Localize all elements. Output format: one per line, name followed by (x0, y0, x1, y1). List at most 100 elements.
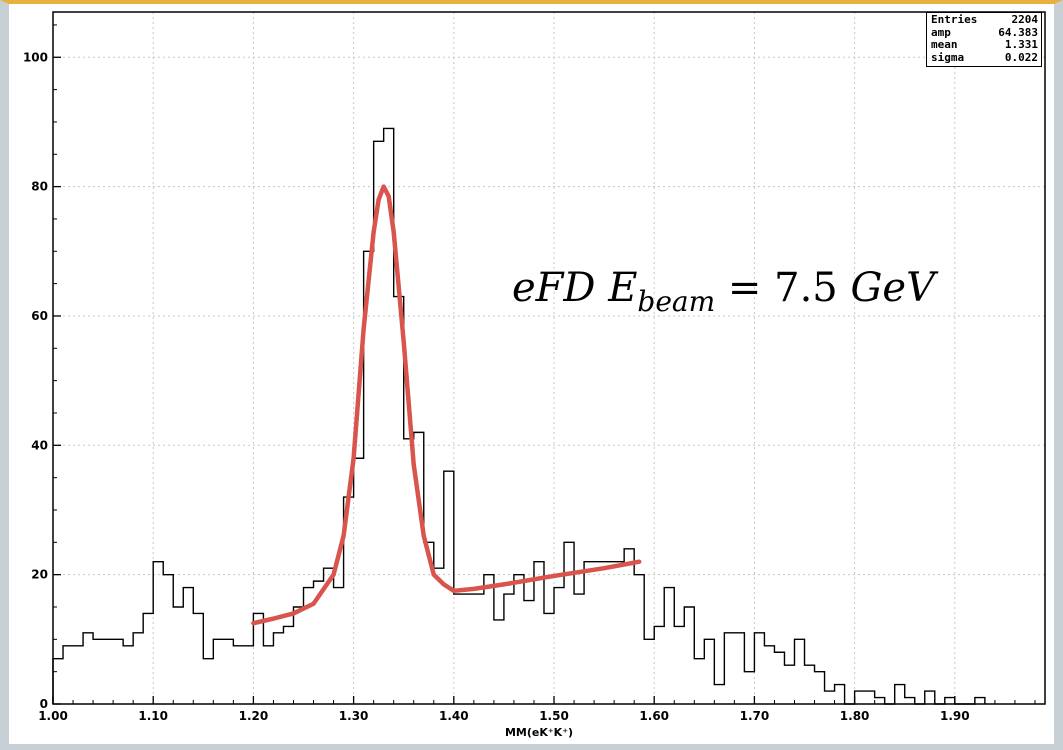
histogram-bin (334, 588, 344, 704)
histogram-bin (123, 646, 133, 704)
histogram-bin (794, 639, 804, 704)
histogram-bin (865, 691, 875, 704)
y-tick-label: 100 (23, 50, 48, 64)
histogram-bin (283, 626, 293, 704)
x-tick-label: 1.30 (339, 709, 369, 723)
stats-row-sigma: sigma 0.022 (931, 50, 1038, 64)
histogram-bin (263, 646, 273, 704)
histogram-bin (925, 691, 935, 704)
y-tick-label: 0 (40, 697, 48, 711)
x-tick-label: 1.10 (138, 709, 168, 723)
x-axis-label: MM(eK⁺K⁺) (505, 726, 573, 739)
histogram-bin (494, 620, 504, 704)
histogram-bin (684, 607, 694, 704)
x-tick-label: 1.90 (940, 709, 970, 723)
histogram-bin (203, 659, 213, 704)
histogram-bin (895, 685, 905, 704)
histogram-bin (474, 594, 484, 704)
histogram-bin (173, 607, 183, 704)
histogram-bin (93, 639, 103, 704)
histogram-bin (815, 672, 825, 704)
histogram-bin (153, 562, 163, 704)
histogram-bin (604, 562, 614, 704)
histogram-bin (233, 646, 243, 704)
y-tick-label: 40 (31, 438, 48, 452)
histogram-bin (544, 613, 554, 704)
histogram-bin (975, 698, 985, 704)
histogram-bin (664, 588, 674, 704)
histogram-bin (704, 639, 714, 704)
histogram-bin (193, 613, 203, 704)
histogram-bin (514, 575, 524, 704)
histogram-outline (52, 127, 986, 705)
histogram-bin (634, 575, 644, 704)
plot-area (53, 12, 1045, 704)
histogram-bin (133, 633, 143, 704)
histogram-bin (734, 633, 744, 704)
histogram-bin (724, 633, 734, 704)
histogram-bin (694, 659, 704, 704)
x-tick-label: 1.20 (239, 709, 269, 723)
histogram-bin (113, 639, 123, 704)
x-tick-label: 1.70 (740, 709, 770, 723)
histogram-bin (394, 297, 404, 704)
histogram-bin (594, 562, 604, 704)
histogram-bin (744, 672, 754, 704)
x-tick-label: 1.00 (38, 709, 68, 723)
fit-curve (251, 184, 642, 626)
histogram-bin (273, 633, 283, 704)
histogram-bin (564, 542, 574, 704)
histogram-bin (524, 601, 534, 704)
histogram-bin (213, 639, 223, 704)
histogram-bin (293, 607, 303, 704)
x-tick-label: 1.50 (539, 709, 569, 723)
histogram-bin (784, 665, 794, 704)
histogram-bin (63, 646, 73, 704)
histogram-bin (674, 626, 684, 704)
histogram-bin (504, 594, 514, 704)
axes-frame (52, 11, 1046, 705)
histogram-bin (73, 646, 83, 704)
histogram-bin (454, 594, 464, 704)
stats-row-mean: mean 1.331 (931, 38, 1038, 51)
x-tick-label: 1.60 (639, 709, 669, 723)
y-tick-label: 20 (31, 568, 48, 582)
beam-energy-annotation: eFD Ebeam = 7.5 GeV (512, 265, 935, 318)
histogram-bin (243, 646, 253, 704)
histogram-bin (764, 646, 774, 704)
histogram-bin (644, 639, 654, 704)
histogram-bin (484, 575, 494, 704)
histogram-bin (404, 439, 414, 704)
stats-row-entries: Entries 2204 (931, 13, 1038, 26)
histogram-bin (163, 575, 173, 704)
histogram-bin (53, 659, 63, 704)
histogram-bin (434, 568, 444, 704)
histogram-bin (103, 639, 113, 704)
histogram-bin (183, 588, 193, 704)
histogram-bin (223, 639, 233, 704)
x-tick-label: 1.40 (439, 709, 469, 723)
y-tick-label: 80 (31, 180, 48, 194)
histogram-bin (875, 698, 885, 704)
histogram-bin (805, 665, 815, 704)
histogram-bin (554, 588, 564, 704)
histogram-bin (835, 685, 845, 704)
histogram-bin (905, 698, 915, 704)
histogram-bin (464, 594, 474, 704)
histogram-bin (855, 691, 865, 704)
histogram-bin (624, 549, 634, 704)
histogram-bin (774, 652, 784, 704)
stats-box: Entries 2204 amp 64.383 mean 1.331 sigma 0.0… (926, 12, 1042, 67)
histogram-bin (584, 562, 594, 704)
histogram-bin (574, 594, 584, 704)
histogram-bin (714, 685, 724, 704)
histogram-bin (534, 562, 544, 704)
histogram-bin (945, 698, 955, 704)
histogram-bin (614, 562, 624, 704)
histogram-bin (83, 633, 93, 704)
histogram-bin (654, 626, 664, 704)
histogram-bin (143, 613, 153, 704)
y-tick-label: 60 (31, 309, 48, 323)
